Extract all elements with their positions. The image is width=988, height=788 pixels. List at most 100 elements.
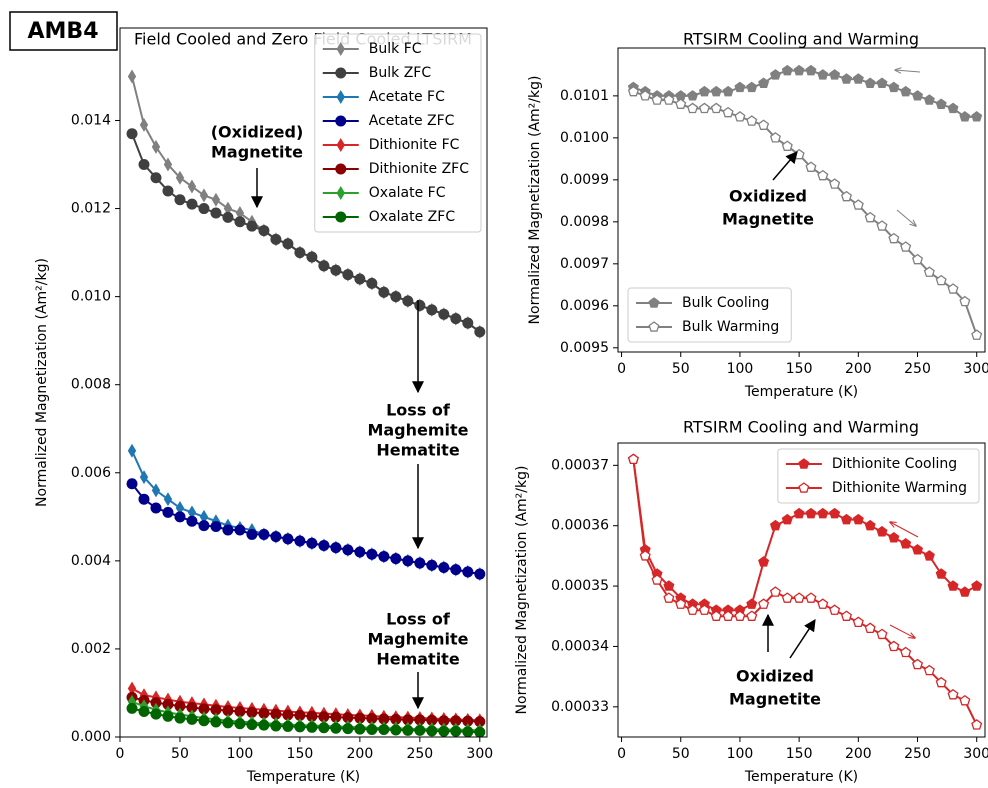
data-point (294, 721, 306, 733)
y-tick-label: 0.010 (71, 289, 111, 305)
data-point (175, 170, 185, 185)
data-point (959, 295, 971, 307)
data-point (234, 524, 246, 536)
data-point (174, 712, 186, 724)
data-point (163, 157, 173, 172)
x-tick-label: 150 (287, 746, 314, 762)
direction-arrow (889, 624, 915, 638)
data-point (888, 81, 900, 93)
y-tick-label: 0.00033 (551, 699, 609, 715)
data-point (390, 291, 402, 303)
data-point (234, 216, 246, 228)
data-point (414, 714, 426, 726)
data-point (246, 719, 258, 731)
data-point (138, 705, 150, 717)
data-point (354, 723, 366, 735)
data-point (900, 538, 912, 549)
data-point (258, 707, 270, 719)
y-axis-label: Normalized Magnetization (Am²/kg) (34, 258, 50, 507)
x-axis-label: Temperature (K) (744, 384, 858, 400)
data-point (935, 676, 947, 688)
y-axis-label: Normalized Magnetization (Am²/kg) (527, 76, 543, 325)
data-point (864, 519, 876, 531)
chart-title: RTSIRM Cooling and Warming (683, 30, 919, 49)
data-point (769, 132, 781, 143)
legend-marker (336, 186, 345, 200)
data-point (402, 555, 414, 567)
data-point (246, 220, 258, 232)
annotation: Loss of (386, 610, 451, 629)
data-point (746, 81, 758, 93)
data-point (282, 720, 294, 732)
data-point (330, 264, 342, 276)
legend-marker (798, 482, 810, 493)
data-point (210, 704, 222, 716)
data-point (923, 266, 935, 277)
data-point (923, 94, 935, 105)
data-point (722, 106, 734, 118)
data-point (710, 102, 722, 114)
data-point (270, 233, 282, 245)
data-point (234, 718, 246, 730)
y-tick-label: 0.00034 (551, 638, 609, 654)
data-point (947, 102, 959, 114)
data-point (805, 507, 817, 519)
data-point (162, 506, 174, 518)
data-point (306, 537, 318, 549)
data-point (923, 550, 935, 561)
data-point (947, 580, 959, 591)
legend-marker (648, 297, 660, 308)
data-point (805, 161, 817, 172)
data-point (663, 580, 675, 591)
data-point (151, 483, 161, 498)
data-point (462, 317, 474, 329)
data-point (150, 502, 162, 514)
y-tick-label: 0.002 (71, 641, 111, 657)
data-point (876, 628, 888, 640)
annotation: Oxidized (729, 187, 807, 206)
data-point (402, 714, 414, 726)
data-point (675, 98, 687, 109)
annotation: Maghemite (367, 421, 468, 440)
plot-area (627, 64, 983, 340)
legend: Bulk Cooling Bulk Warming (627, 287, 792, 343)
x-tick-label: 300 (963, 746, 988, 762)
data-point (935, 568, 947, 579)
data-point (817, 169, 829, 181)
data-point (959, 586, 971, 597)
data-point (450, 313, 462, 325)
data-point (151, 139, 161, 154)
data-point (342, 712, 354, 724)
data-point (793, 64, 805, 76)
data-point (793, 507, 805, 519)
legend-label: Bulk Warming (682, 319, 779, 335)
data-point (354, 273, 366, 285)
data-point (150, 697, 162, 709)
x-tick-label: 150 (786, 361, 813, 377)
data-point (876, 525, 888, 537)
data-point (876, 77, 888, 88)
legend-label: Acetate FC (369, 89, 445, 105)
data-point (947, 688, 959, 700)
x-tick-label: 100 (227, 746, 254, 762)
data-point (852, 513, 864, 525)
data-point (198, 203, 210, 215)
legend-frame (314, 33, 482, 233)
data-point (627, 453, 639, 464)
data-point (126, 128, 138, 140)
legend-label: Bulk Cooling (682, 295, 769, 311)
data-point (769, 519, 781, 531)
data-point (450, 715, 462, 727)
x-tick-label: 250 (904, 361, 931, 377)
legend-label: Dithionite Cooling (832, 456, 957, 472)
data-point (911, 658, 924, 670)
legend-label: Dithionite FC (369, 137, 460, 153)
data-point (474, 568, 486, 580)
data-point (450, 564, 462, 576)
data-point (852, 199, 864, 210)
data-point (805, 592, 817, 603)
x-axis-label: Temperature (K) (246, 769, 360, 785)
data-point (935, 274, 947, 286)
legend-label: Acetate ZFC (369, 113, 455, 129)
